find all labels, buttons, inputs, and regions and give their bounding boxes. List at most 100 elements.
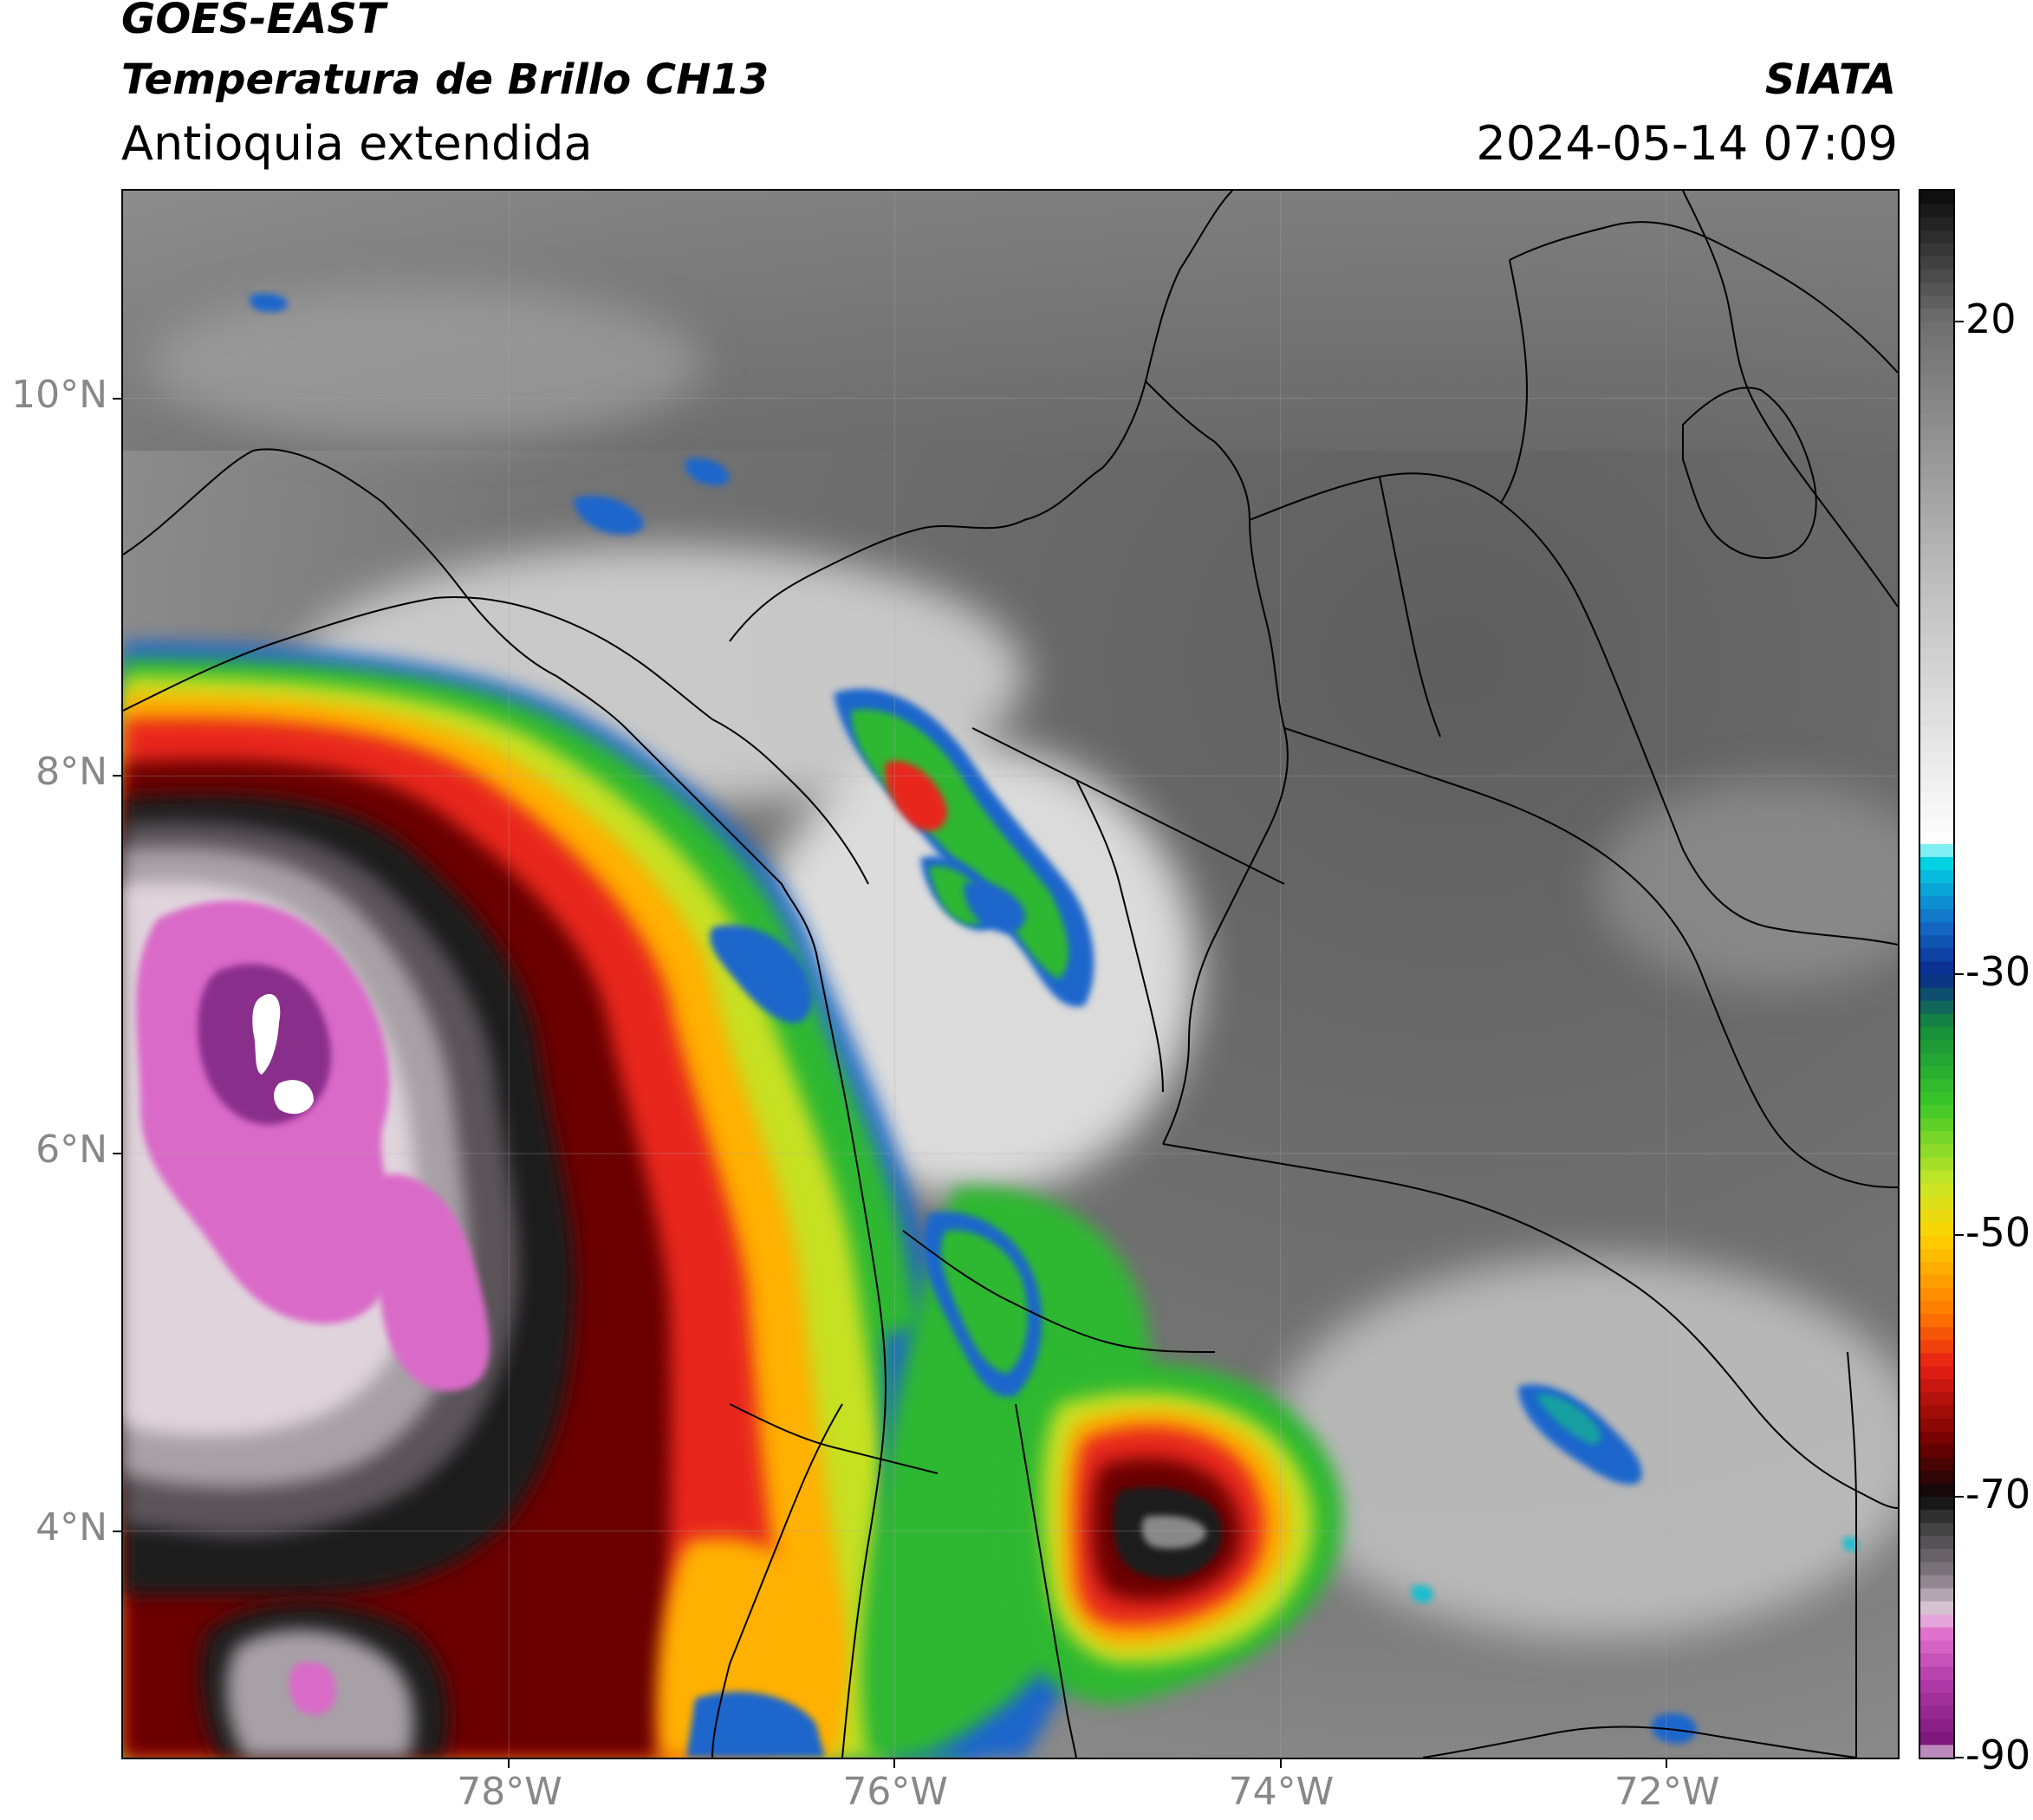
colorbar-segment bbox=[1920, 191, 1953, 205]
lon-tick-mark bbox=[1665, 1759, 1667, 1768]
colorbar-segment bbox=[1920, 1143, 1953, 1158]
colorbar-segment bbox=[1920, 204, 1953, 218]
colorbar-segment bbox=[1920, 725, 1953, 740]
colorbar-ramp bbox=[1920, 191, 1953, 1758]
agency-label: SIATA bbox=[1764, 55, 1896, 104]
convective-system-south bbox=[657, 1186, 1343, 1758]
colorbar-segment bbox=[1920, 452, 1953, 465]
colorbar-segment bbox=[1920, 595, 1953, 609]
colorbar-segment bbox=[1920, 478, 1953, 492]
colorbar-segment bbox=[1920, 621, 1953, 635]
colorbar-tick-mark bbox=[1955, 973, 1964, 975]
colorbar-segment bbox=[1920, 387, 1953, 400]
colorbar-segment bbox=[1920, 491, 1953, 505]
satellite-title: GOES-EAST bbox=[121, 0, 386, 43]
colorbar-segment bbox=[1920, 1705, 1953, 1719]
colorbar-segment bbox=[1920, 947, 1953, 962]
colorbar-segment bbox=[1920, 1731, 1953, 1745]
lat-tick-mark bbox=[113, 397, 121, 400]
colorbar-segment bbox=[1920, 1039, 1953, 1053]
colorbar-segment bbox=[1920, 1653, 1953, 1667]
colorbar-segment bbox=[1920, 1640, 1953, 1654]
colorbar-segment bbox=[1920, 764, 1953, 779]
lon-tick-label: 72°W bbox=[1614, 1770, 1720, 1814]
colorbar-tick-label: -50 bbox=[1965, 1209, 2031, 1257]
datetime-label: 2024-05-14 07:09 bbox=[1476, 116, 1898, 171]
brightness-temperature-field bbox=[123, 191, 1898, 1758]
colorbar-segment bbox=[1920, 230, 1953, 244]
colorbar-segment bbox=[1920, 882, 1953, 897]
colorbar-segment bbox=[1920, 1614, 1953, 1628]
colorbar-segment bbox=[1920, 908, 1953, 923]
colorbar-segment bbox=[1920, 1248, 1953, 1262]
lat-tick-mark bbox=[113, 775, 121, 777]
lon-tick-mark bbox=[508, 1759, 510, 1768]
colorbar-segment bbox=[1920, 308, 1953, 322]
colorbar-segment bbox=[1920, 974, 1953, 988]
colorbar-segment bbox=[1920, 712, 1953, 727]
colorbar-segment bbox=[1920, 934, 1953, 949]
colorbar-segment bbox=[1920, 1000, 1953, 1014]
colorbar-segment bbox=[1920, 673, 1953, 688]
colorbar-segment bbox=[1920, 987, 1953, 1001]
colorbar-segment bbox=[1920, 634, 1953, 648]
colorbar-segment bbox=[1920, 804, 1953, 818]
colorbar-tick-label: 20 bbox=[1965, 295, 2017, 342]
colorbar-segment bbox=[1920, 1679, 1953, 1693]
colorbar-segment bbox=[1920, 686, 1953, 701]
colorbar-segment bbox=[1920, 400, 1953, 413]
colorbar-segment bbox=[1920, 1339, 1953, 1354]
lat-tick-mark bbox=[113, 1530, 121, 1532]
colorbar-segment bbox=[1920, 1352, 1953, 1367]
boundaries bbox=[123, 191, 1898, 1758]
lon-tick-mark bbox=[1279, 1759, 1282, 1768]
colorbar-segment bbox=[1920, 413, 1953, 426]
colorbar-segment bbox=[1920, 921, 1953, 936]
colorbar-segment bbox=[1920, 243, 1953, 257]
colorbar-segment bbox=[1920, 295, 1953, 309]
colorbar-segment bbox=[1920, 1548, 1953, 1563]
colorbar-segment bbox=[1920, 1718, 1953, 1732]
colorbar-segment bbox=[1920, 1261, 1953, 1276]
colorbar-segment bbox=[1920, 1522, 1953, 1537]
colorbar-segment bbox=[1920, 1104, 1953, 1119]
colorbar-segment bbox=[1920, 269, 1953, 283]
colorbar-segment bbox=[1920, 1274, 1953, 1289]
lat-tick-label: 10°N bbox=[11, 372, 107, 417]
satellite-map bbox=[121, 189, 1900, 1759]
colorbar-segment bbox=[1920, 660, 1953, 674]
colorbar-segment bbox=[1920, 1326, 1953, 1341]
colorbar-segment bbox=[1920, 1026, 1953, 1040]
colorbar-segment bbox=[1920, 817, 1953, 831]
colorbar-segment bbox=[1920, 699, 1953, 714]
colorbar-segment bbox=[1920, 530, 1953, 544]
colorbar-segment bbox=[1920, 1431, 1953, 1445]
colorbar-segment bbox=[1920, 439, 1953, 452]
colorbar-segment bbox=[1920, 843, 1953, 857]
colorbar-segment bbox=[1920, 1601, 1953, 1615]
colorbar-segment bbox=[1920, 1235, 1953, 1249]
colorbar-segment bbox=[1920, 582, 1953, 596]
colorbar-segment bbox=[1920, 1078, 1953, 1093]
colorbar-segment bbox=[1920, 1692, 1953, 1706]
colorbar-tick-label: -70 bbox=[1965, 1470, 2031, 1518]
colorbar-segment bbox=[1920, 1313, 1953, 1328]
lat-tick-mark bbox=[113, 1152, 121, 1154]
colorbar-segment bbox=[1920, 334, 1953, 348]
colorbar-segment bbox=[1920, 543, 1953, 557]
convective-system-west bbox=[123, 641, 997, 1758]
colorbar-segment bbox=[1920, 1418, 1953, 1432]
colorbar-segment bbox=[1920, 1196, 1953, 1210]
colorbar-segment bbox=[1920, 960, 1953, 975]
colorbar-segment bbox=[1920, 1575, 1953, 1589]
colorbar-segment bbox=[1920, 1509, 1953, 1524]
colorbar-segment bbox=[1920, 1117, 1953, 1132]
lon-tick-label: 76°W bbox=[842, 1770, 948, 1814]
colorbar-segment bbox=[1920, 1588, 1953, 1602]
colorbar-segment bbox=[1920, 1130, 1953, 1145]
colorbar-segment bbox=[1920, 1457, 1953, 1472]
colorbar-tick-mark bbox=[1955, 320, 1964, 322]
colorbar-segment bbox=[1920, 360, 1953, 374]
lat-tick-label: 8°N bbox=[36, 750, 107, 795]
colorbar-tick-label: -30 bbox=[1965, 948, 2031, 995]
